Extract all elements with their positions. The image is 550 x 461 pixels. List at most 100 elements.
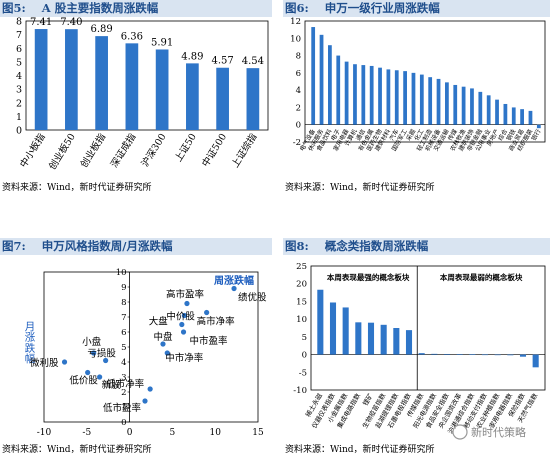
bar bbox=[186, 63, 199, 130]
bar bbox=[470, 88, 474, 125]
bar bbox=[453, 84, 458, 125]
bar bbox=[394, 70, 399, 125]
bar bbox=[328, 45, 332, 125]
figure-8-source: 资料来源：Wind，新时代证券研究所 bbox=[285, 445, 435, 455]
bar bbox=[494, 354, 501, 356]
bar bbox=[431, 353, 438, 355]
x-tick-label: 沪深300 bbox=[139, 131, 169, 169]
bar bbox=[486, 95, 491, 125]
x-tick-label: 0 bbox=[127, 428, 133, 438]
point-label: 小盘 bbox=[82, 336, 102, 348]
data-label: 4.54 bbox=[242, 56, 264, 67]
bar bbox=[386, 69, 391, 125]
point-label: 中价股 bbox=[166, 311, 195, 323]
bar bbox=[95, 36, 108, 130]
x-tick-label: -10 bbox=[37, 428, 52, 438]
bar bbox=[419, 74, 424, 125]
figure-8-label: 图8: bbox=[285, 239, 309, 253]
watermark-logo-icon bbox=[452, 424, 468, 440]
data-label: 7.41 bbox=[30, 17, 52, 28]
y-tick-label: 2 bbox=[16, 98, 22, 109]
point-label: 低市净率 bbox=[106, 378, 145, 390]
y-tick-label: 3 bbox=[16, 85, 22, 96]
x-tick-label: 中证500 bbox=[199, 131, 229, 169]
y-tick-label: 0 bbox=[121, 418, 126, 428]
point-label: 低市盈率 bbox=[103, 402, 142, 414]
scatter-point bbox=[160, 341, 166, 347]
y-tick-label: 9 bbox=[121, 283, 126, 293]
scatter-point bbox=[181, 312, 187, 319]
bar bbox=[317, 289, 324, 355]
scatter-point bbox=[204, 309, 210, 316]
y-tick-label: 10 bbox=[116, 268, 127, 278]
point-label: 绩优股 bbox=[238, 292, 267, 304]
scatter-point bbox=[231, 285, 237, 292]
figure-7-label: 图7: bbox=[2, 239, 26, 253]
bar bbox=[461, 86, 466, 125]
figure-5-chart: 0 1 2 3 4 5 6 7 8 7.41 中小板指 7.40 创业板50 6.89 创业板指 6.36 深证… bbox=[16, 17, 269, 172]
scatter-point bbox=[180, 329, 187, 335]
bar bbox=[65, 29, 78, 130]
scatter-point bbox=[142, 398, 148, 404]
bar bbox=[428, 77, 433, 125]
plot-frame bbox=[43, 271, 259, 423]
y-tick-label: 4 bbox=[121, 358, 126, 368]
bar bbox=[378, 67, 382, 125]
plot-frame bbox=[310, 265, 546, 391]
y-tick-label: -10 bbox=[293, 386, 307, 396]
figure-6-chart: -2024681012电气设备休闲服务食品饮料电子家用电器计算机通信有色金属医药… bbox=[290, 17, 546, 153]
bar bbox=[355, 322, 362, 355]
bar bbox=[478, 91, 483, 125]
group-label-weak: 本周表现最弱的概念板块 bbox=[439, 272, 523, 282]
figure-5-panel: 图5: A 股主要指数周涨跌幅 0 1 2 3 4 5 6 7 8 7.41 中小板指 7.40 创业板… bbox=[0, 0, 272, 205]
x-tick-label: 15 bbox=[252, 428, 264, 438]
bar bbox=[393, 328, 400, 355]
data-label: 6.36 bbox=[121, 31, 143, 42]
bar bbox=[403, 71, 407, 125]
y-tick-label: 1 bbox=[16, 112, 22, 123]
figure-6-title: 申万一级行业周涨跌幅 bbox=[324, 1, 440, 15]
bar bbox=[520, 109, 524, 125]
bar bbox=[155, 49, 169, 130]
point-label: 中市盈率 bbox=[190, 335, 229, 347]
y-tick-label: 2 bbox=[296, 103, 301, 113]
scatter-point bbox=[164, 350, 170, 356]
point-label: 高市净率 bbox=[197, 316, 236, 328]
bar bbox=[511, 107, 516, 125]
point-label: 中盘 bbox=[153, 331, 173, 343]
y-tick-label: 3 bbox=[121, 373, 126, 383]
bar bbox=[411, 72, 416, 125]
y-tick-label: 4 bbox=[296, 86, 301, 96]
group-label-strong: 本周表现最强的概念板块 bbox=[326, 272, 410, 282]
bar bbox=[481, 354, 489, 356]
scatter-point bbox=[179, 321, 185, 328]
y-tick-label: 1 bbox=[121, 403, 126, 413]
x-tick-label: 10 bbox=[209, 428, 221, 438]
bar bbox=[507, 354, 514, 356]
y-tick-label: 7 bbox=[16, 30, 22, 41]
y-tick-label: 25 bbox=[296, 262, 307, 272]
point-label: 亏损股 bbox=[87, 348, 116, 360]
x-tick-label: 创业板指 bbox=[78, 131, 109, 170]
point-label: 低价股 bbox=[69, 375, 98, 387]
figure-6-panel: 图6: 申万一级行业周涨跌幅 -2 0 2 4 6 8 10 12 电气设备 休闲服务 食品饮料 电子… bbox=[283, 0, 550, 205]
x-tick-label: 5 bbox=[170, 428, 176, 438]
y-tick-label: 0 bbox=[296, 121, 301, 131]
figure-7-source: 资料来源：Wind，新时代证券研究所 bbox=[2, 445, 152, 455]
bar bbox=[443, 354, 451, 355]
bar bbox=[125, 43, 139, 130]
scatter-point bbox=[147, 386, 153, 392]
figure-8-title: 概念类指数周涨跌幅 bbox=[324, 239, 429, 253]
figure-6-label: 图6: bbox=[285, 1, 309, 15]
y-tick-label: 10 bbox=[296, 315, 307, 325]
y-tick-label: 0 bbox=[16, 126, 22, 137]
y-tick-label: -2 bbox=[293, 138, 301, 148]
bar bbox=[536, 124, 541, 129]
x-tick-label: 创业板50 bbox=[46, 131, 78, 172]
figure-8-panel: 图8: 概念类指数周涨跌幅 -10 -5 0 5 10 15 20 25 本周表现最强的概念板块… bbox=[283, 238, 550, 460]
figure-6-source: 资料来源：Wind，新时代证券研究所 bbox=[285, 183, 435, 193]
bar bbox=[445, 82, 449, 125]
y-tick-label: 8 bbox=[16, 17, 22, 28]
point-label: 中市净率 bbox=[165, 352, 204, 364]
